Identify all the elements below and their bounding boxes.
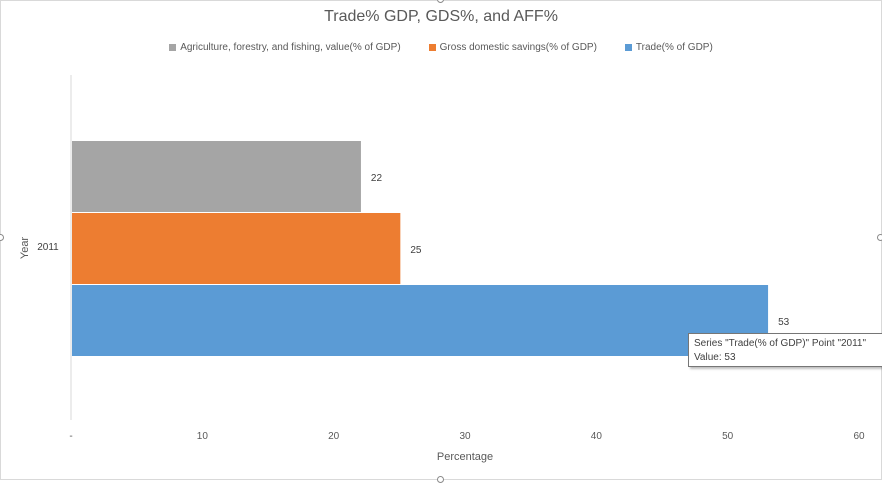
y-axis-title: Year	[19, 237, 31, 260]
tooltip-series-line: Series "Trade(% of GDP)" Point "2011"	[694, 338, 867, 349]
legend-item-trade[interactable]: Trade(% of GDP)	[624, 42, 713, 53]
legend-swatch-trade	[624, 44, 632, 51]
x-tick-label: 30	[459, 431, 471, 442]
x-tick-label: 60	[853, 431, 865, 442]
x-axis-title: Percentage	[437, 451, 493, 463]
data-label: 25	[410, 245, 422, 256]
resize-handle-left[interactable]	[0, 234, 4, 241]
chart-title: Trade% GDP, GDS%, and AFF%	[324, 8, 558, 25]
data-label: 22	[371, 173, 383, 184]
x-tick-label: 20	[328, 431, 340, 442]
tooltip-value-line: Value: 53	[694, 352, 736, 363]
legend-swatch-agriculture	[169, 44, 177, 51]
x-tick-label: -	[69, 431, 72, 442]
x-tick-label: 40	[591, 431, 603, 442]
bar-3[interactable]	[72, 285, 769, 356]
x-tick-label: 50	[722, 431, 734, 442]
bar-1[interactable]	[72, 141, 361, 212]
legend-item-savings[interactable]: Gross domestic savings(% of GDP)	[428, 42, 597, 53]
data-point-tooltip: Series "Trade(% of GDP)" Point "2011" Va…	[688, 333, 882, 367]
category-label: 2011	[37, 242, 59, 253]
legend-label-savings: Gross domestic savings(% of GDP)	[439, 42, 597, 53]
bar-2[interactable]	[72, 213, 401, 284]
resize-handle-right[interactable]	[877, 234, 882, 241]
legend[interactable]: Agriculture, forestry, and fishing, valu…	[0, 42, 882, 53]
data-label: 53	[778, 317, 790, 328]
legend-label-agriculture: Agriculture, forestry, and fishing, valu…	[180, 42, 401, 53]
legend-item-agriculture[interactable]: Agriculture, forestry, and fishing, valu…	[169, 42, 401, 53]
x-tick-label: 10	[197, 431, 209, 442]
legend-swatch-savings	[428, 44, 436, 51]
legend-label-trade: Trade(% of GDP)	[635, 42, 713, 53]
